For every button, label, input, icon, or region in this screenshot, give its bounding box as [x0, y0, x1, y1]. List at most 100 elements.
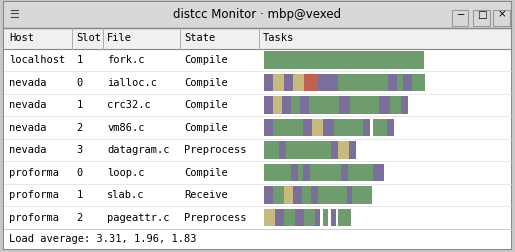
Bar	[274, 209, 284, 226]
Bar	[264, 74, 273, 91]
Bar	[303, 164, 311, 181]
Bar	[413, 74, 425, 91]
Bar	[318, 74, 338, 91]
Bar	[279, 141, 286, 159]
Bar	[264, 141, 279, 159]
Text: Compile: Compile	[184, 78, 228, 88]
Bar	[373, 119, 387, 136]
Bar	[323, 209, 328, 226]
Bar	[298, 164, 303, 181]
Text: Slot: Slot	[76, 33, 101, 43]
Bar	[388, 74, 397, 91]
Bar	[318, 186, 347, 204]
Bar	[284, 186, 293, 204]
Bar	[452, 10, 468, 26]
Bar	[304, 74, 318, 91]
Bar	[315, 209, 320, 226]
Text: Tasks: Tasks	[263, 33, 294, 43]
Text: slab.c: slab.c	[107, 190, 145, 200]
Bar	[4, 2, 511, 28]
Text: ialloc.c: ialloc.c	[107, 78, 157, 88]
Bar	[4, 206, 511, 229]
Text: Compile: Compile	[184, 55, 228, 65]
Text: localhost: localhost	[9, 55, 65, 65]
Text: Receive: Receive	[184, 190, 228, 200]
Bar	[284, 209, 295, 226]
Bar	[357, 186, 372, 204]
Bar	[338, 141, 349, 159]
Text: 0: 0	[76, 168, 82, 178]
Bar	[284, 74, 293, 91]
Bar	[295, 209, 304, 226]
Text: vm86.c: vm86.c	[107, 123, 145, 133]
Bar	[273, 186, 284, 204]
Bar	[347, 186, 352, 204]
Bar	[493, 10, 510, 26]
Text: 0: 0	[76, 78, 82, 88]
Bar	[264, 209, 274, 226]
Bar	[304, 209, 315, 226]
Bar	[264, 164, 291, 181]
Bar	[387, 119, 394, 136]
Bar	[293, 186, 302, 204]
Text: fork.c: fork.c	[107, 55, 145, 65]
Text: nevada: nevada	[9, 145, 47, 155]
Bar	[264, 186, 273, 204]
Bar	[264, 96, 273, 114]
Text: ─: ─	[457, 10, 463, 20]
Bar	[291, 96, 300, 114]
Text: Preprocess: Preprocess	[184, 213, 247, 223]
Bar	[379, 96, 390, 114]
Bar	[312, 119, 323, 136]
Bar	[390, 96, 401, 114]
Bar	[286, 141, 331, 159]
Text: proforma: proforma	[9, 168, 59, 178]
Text: 1: 1	[76, 190, 82, 200]
Bar	[293, 74, 304, 91]
Bar	[338, 209, 351, 226]
Bar	[323, 119, 334, 136]
Text: Compile: Compile	[184, 123, 228, 133]
Text: ☰: ☰	[9, 10, 20, 20]
Bar	[403, 74, 413, 91]
Text: State: State	[184, 33, 216, 43]
Text: 2: 2	[76, 213, 82, 223]
Bar	[348, 164, 373, 181]
Bar	[273, 74, 284, 91]
Bar	[4, 94, 511, 116]
Bar	[311, 186, 318, 204]
Bar	[4, 49, 511, 71]
Text: Host: Host	[9, 33, 35, 43]
Text: Compile: Compile	[184, 168, 228, 178]
Bar	[473, 10, 490, 26]
Bar	[264, 119, 273, 136]
Bar	[368, 74, 388, 91]
Text: proforma: proforma	[9, 190, 59, 200]
Bar	[338, 74, 368, 91]
Text: Load average: 3.31, 1.96, 1.83: Load average: 3.31, 1.96, 1.83	[9, 234, 197, 244]
Text: Preprocess: Preprocess	[184, 145, 247, 155]
Bar	[363, 119, 370, 136]
Bar	[4, 184, 511, 206]
Bar	[352, 186, 357, 204]
Bar	[4, 161, 511, 184]
Bar	[339, 96, 350, 114]
Text: ×: ×	[497, 10, 506, 20]
Bar	[331, 209, 336, 226]
Bar	[311, 164, 340, 181]
Bar	[4, 71, 511, 94]
Text: pageattr.c: pageattr.c	[107, 213, 169, 223]
Bar	[4, 139, 511, 161]
Bar	[4, 28, 511, 49]
Text: nevada: nevada	[9, 78, 47, 88]
Bar	[340, 164, 348, 181]
Bar	[273, 119, 303, 136]
Bar	[397, 74, 403, 91]
Text: 3: 3	[76, 145, 82, 155]
Bar	[302, 186, 311, 204]
Bar	[350, 96, 379, 114]
Bar	[349, 141, 356, 159]
Text: nevada: nevada	[9, 100, 47, 110]
Text: 2: 2	[76, 123, 82, 133]
Bar	[401, 96, 408, 114]
